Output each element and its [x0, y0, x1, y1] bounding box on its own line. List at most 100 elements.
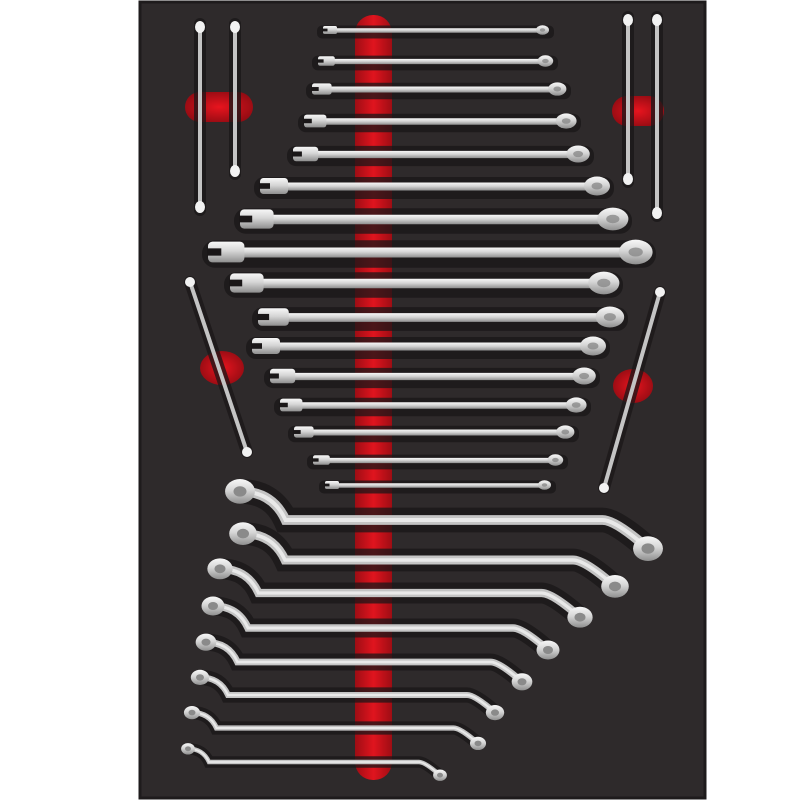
wrench-jaw-gap — [303, 118, 312, 124]
small-wrench-shaft — [233, 28, 237, 170]
wrench-ring-hole — [573, 150, 584, 158]
wrench-jaw-gap — [257, 313, 270, 321]
offset-wrench-hole-left — [188, 709, 196, 716]
wrench-ring-hole — [603, 313, 616, 321]
diagonal-wrench — [599, 287, 665, 493]
wrench-open-end — [270, 368, 296, 384]
wrench-shaft — [252, 214, 614, 225]
offset-wrench-hole-left — [237, 528, 249, 539]
combination-wrench — [317, 55, 554, 67]
offset-wrench-hole-left — [214, 564, 226, 574]
small-wrench — [652, 14, 662, 219]
small-wrench-shaft — [198, 28, 202, 206]
wrench-ring-hole — [553, 86, 562, 92]
wrench-shaft — [319, 457, 556, 464]
small-wrench-end-top — [652, 14, 662, 26]
wrench-shaft — [330, 483, 545, 488]
offset-wrench-hole-left — [208, 602, 218, 610]
wrench-open-end — [260, 178, 288, 194]
offset-wrench-hole-left — [201, 638, 211, 646]
small-wrench-shaft — [655, 21, 659, 212]
double-ring-offset-wrench — [190, 669, 505, 721]
small-wrench — [623, 14, 633, 185]
wrench-jaw-gap — [229, 279, 243, 287]
diagonal-wrench-end — [185, 277, 195, 287]
wrench-open-end — [230, 273, 264, 293]
diagonal-wrench-end — [599, 483, 609, 493]
wrench-jaw-gap — [311, 87, 319, 91]
wrench-shaft — [302, 150, 579, 159]
combination-wrench — [311, 82, 567, 96]
wrench-shaft — [324, 58, 546, 65]
wrench-open-end — [258, 308, 289, 326]
wrench-shaft — [328, 28, 543, 33]
offset-wrench-hole-right — [474, 740, 482, 747]
wrench-open-end — [293, 146, 319, 162]
offset-wrench-highlight — [241, 531, 617, 589]
wrench-open-end — [240, 209, 274, 229]
combination-wrench — [251, 336, 606, 356]
small-wrench-end-bottom — [195, 201, 205, 213]
offset-wrench-highlight — [211, 604, 550, 652]
wrench-open-end — [312, 83, 332, 95]
small-wrench-end-top — [195, 21, 205, 33]
wrench-jaw-gap — [269, 373, 279, 379]
small-wrench-end-bottom — [652, 207, 662, 219]
offset-wrench-highlight — [218, 567, 582, 619]
combination-wrench — [229, 271, 620, 295]
wrench-shaft — [288, 402, 577, 409]
double-ring-offset-wrench — [181, 743, 447, 781]
offset-wrench-hole-right — [437, 772, 443, 778]
wrench-ring-hole — [561, 429, 570, 435]
wrench-ring-hole — [579, 372, 590, 380]
wrench-open-end — [294, 426, 314, 438]
combination-wrench — [312, 454, 564, 466]
wrench-ring-hole — [628, 247, 643, 257]
offset-wrench-highlight — [187, 747, 441, 777]
combination-wrench — [292, 145, 590, 163]
offset-wrench-hole-right — [543, 646, 553, 654]
wrench-ring-hole — [541, 483, 548, 487]
offset-wrench-hole-right — [517, 678, 527, 686]
wrench-shaft — [301, 429, 566, 436]
combination-wrench — [322, 25, 549, 35]
wrench-open-end — [313, 455, 330, 465]
wrench-jaw-gap — [322, 28, 328, 32]
wrench-jaw-gap — [259, 183, 270, 189]
offset-wrench-highlight — [238, 489, 650, 551]
wrench-jaw-gap — [292, 151, 302, 157]
diagonal-wrench-shaft — [602, 290, 662, 490]
wrench-jaw-gap — [279, 402, 288, 408]
combination-wrench — [269, 367, 596, 385]
combination-wrench — [259, 176, 610, 196]
diagonal-wrench-end — [242, 447, 252, 457]
wrench-shaft — [270, 182, 598, 191]
small-wrench — [195, 21, 205, 213]
offset-wrench-hole-left — [185, 746, 191, 752]
wrench-shaft — [279, 372, 585, 381]
wrench-shaft — [262, 342, 594, 351]
wrench-open-end — [323, 26, 337, 34]
wrench-shaft — [221, 247, 637, 258]
combination-wrench — [207, 239, 653, 265]
diagonal-wrench-end — [655, 287, 665, 297]
wrench-jaw-gap — [239, 215, 253, 223]
combination-wrench — [239, 207, 629, 231]
offset-wrench-hole-left — [196, 674, 204, 681]
wrench-ring-hole — [539, 28, 546, 32]
wrench-open-end — [208, 241, 245, 263]
wrench-jaw-gap — [324, 483, 330, 487]
wrench-open-end — [325, 481, 339, 489]
offset-wrench-hole-right — [641, 543, 655, 554]
offset-wrench-hole-right — [574, 612, 586, 622]
double-ring-offset-wrench — [229, 522, 629, 598]
small-wrench-shaft — [626, 21, 630, 178]
wrench-shaft — [312, 118, 567, 125]
small-wrench — [230, 21, 240, 177]
wrench-jaw-gap — [207, 248, 222, 256]
offset-wrench-hole-right — [609, 581, 621, 592]
offset-wrench-highlight — [198, 676, 497, 714]
small-wrench-end-top — [230, 21, 240, 33]
diagonal-wrench — [185, 277, 252, 457]
